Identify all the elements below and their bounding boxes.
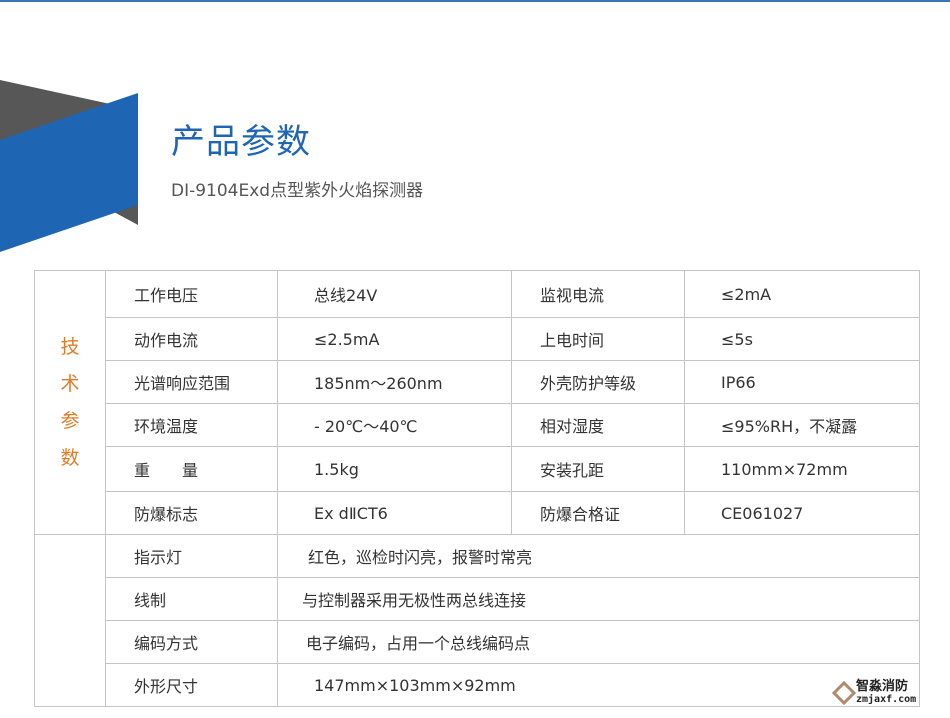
param-label: 外壳防护等级	[511, 360, 685, 404]
param-value: 1.5kg	[277, 446, 512, 492]
table-row: 环境温度 - 20℃～40℃ 相对湿度 ≤95%RH，不凝露	[35, 403, 920, 447]
param-value: 电子编码，占用一个总线编码点	[277, 620, 920, 664]
table-row: 重 量 1.5kg 安装孔距 110mm×72mm	[35, 446, 920, 492]
param-label: 编码方式	[105, 620, 278, 664]
watermark-name: 智淼消防	[856, 679, 909, 694]
param-label: 光谱响应范围	[105, 360, 278, 404]
param-value: 与控制器采用无极性两总线连接	[277, 577, 920, 621]
product-subtitle: DI-9104Exd点型紫外火焰探测器	[171, 181, 424, 201]
param-label: 相对湿度	[511, 403, 685, 447]
table-row: 光谱响应范围 185nm～260nm 外壳防护等级 IP66	[35, 360, 920, 404]
param-label: 安装孔距	[511, 446, 685, 492]
param-label: 动作电流	[105, 317, 278, 361]
param-label: 重 量	[105, 446, 278, 492]
side-blank	[34, 534, 106, 707]
watermark-logo: 智淼消防 zmjaxf.com	[832, 680, 916, 705]
param-value: ≤2.5mA	[277, 317, 512, 361]
side-char: 术	[60, 372, 80, 395]
param-label: 防爆标志	[105, 491, 278, 535]
param-value: 147mm×103mm×92mm	[277, 663, 920, 707]
param-label: 上电时间	[511, 317, 685, 361]
param-label: 线制	[105, 577, 278, 621]
table-row: 防爆标志 Ex dⅡCT6 防爆合格证 CE061027	[35, 491, 920, 535]
param-label: 环境温度	[105, 403, 278, 447]
param-value: IP66	[684, 360, 920, 404]
param-value: - 20℃～40℃	[277, 403, 512, 447]
param-label: 工作电压	[105, 270, 278, 318]
param-label: 外形尺寸	[105, 663, 278, 707]
param-value: ≤2mA	[684, 270, 920, 318]
side-char: 参	[60, 409, 80, 432]
side-char: 技	[60, 335, 80, 358]
table-row: 技 术 参 数 工作电压 总线24V 监视电流 ≤2mA	[34, 270, 920, 535]
page-title: 产品参数	[171, 122, 311, 162]
spec-table: 技 术 参 数 工作电压 总线24V 监视电流 ≤2mA 动作电流 ≤2.5mA…	[34, 270, 920, 707]
diamond-logo-icon	[832, 680, 856, 705]
blue-shape	[0, 93, 138, 252]
watermark-url: zmjaxf.com	[856, 694, 917, 705]
table-row: 指示灯 红色，巡检时闪亮，报警时常亮	[34, 534, 920, 707]
param-label: 监视电流	[511, 270, 685, 318]
side-char: 数	[60, 446, 80, 469]
side-label: 技 术 参 数	[34, 270, 106, 535]
table-row: 动作电流 ≤2.5mA 上电时间 ≤5s	[35, 317, 920, 361]
param-value: Ex dⅡCT6	[277, 491, 512, 535]
decorative-banner-shape	[0, 80, 138, 252]
param-value: 总线24V	[277, 270, 512, 318]
table-row: 线制 与控制器采用无极性两总线连接	[35, 577, 920, 621]
param-value: 110mm×72mm	[684, 446, 920, 492]
param-value: 红色，巡检时闪亮，报警时常亮	[277, 534, 920, 578]
param-value: 185nm～260nm	[277, 360, 512, 404]
param-label: 指示灯	[105, 534, 278, 578]
top-border-line	[0, 0, 950, 2]
table-row: 外形尺寸 147mm×103mm×92mm	[35, 663, 920, 707]
table-row: 编码方式 电子编码，占用一个总线编码点	[35, 620, 920, 664]
param-value: CE061027	[684, 491, 920, 535]
param-label: 防爆合格证	[511, 491, 685, 535]
param-value: ≤5s	[684, 317, 920, 361]
param-value: ≤95%RH，不凝露	[684, 403, 920, 447]
